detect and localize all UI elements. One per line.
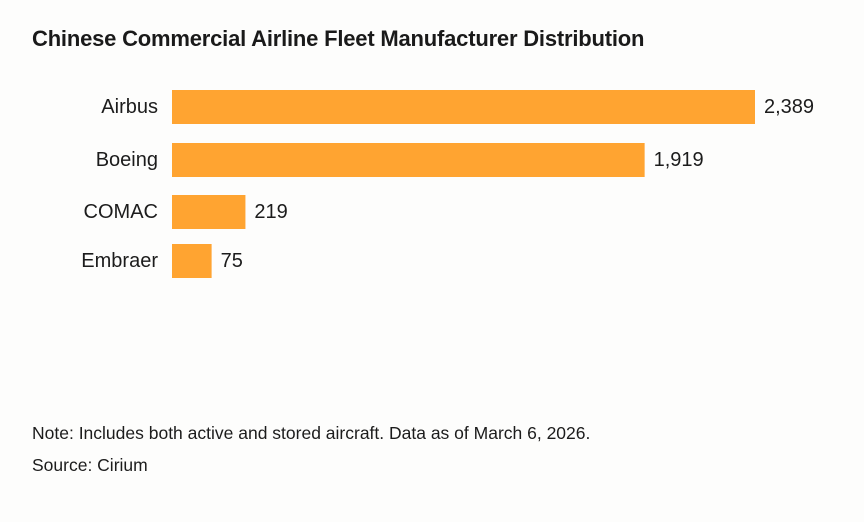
value-label-embraer: 75 [221, 250, 243, 272]
chart-note: Note: Includes both active and stored ai… [32, 423, 591, 443]
chart-source: Source: Cirium [32, 455, 148, 475]
bar-embraer [172, 244, 212, 278]
value-label-comac: 219 [254, 201, 287, 223]
category-label-airbus: Airbus [101, 96, 158, 118]
value-label-boeing: 1,919 [654, 149, 704, 171]
value-label-airbus: 2,389 [764, 96, 814, 118]
bar-airbus [172, 90, 755, 124]
bar-comac [172, 195, 246, 229]
category-label-comac: COMAC [84, 201, 158, 223]
chart-title: Chinese Commercial Airline Fleet Manufac… [32, 26, 645, 51]
category-label-embraer: Embraer [81, 250, 158, 272]
category-label-boeing: Boeing [96, 149, 158, 171]
bar-boeing [172, 143, 645, 177]
